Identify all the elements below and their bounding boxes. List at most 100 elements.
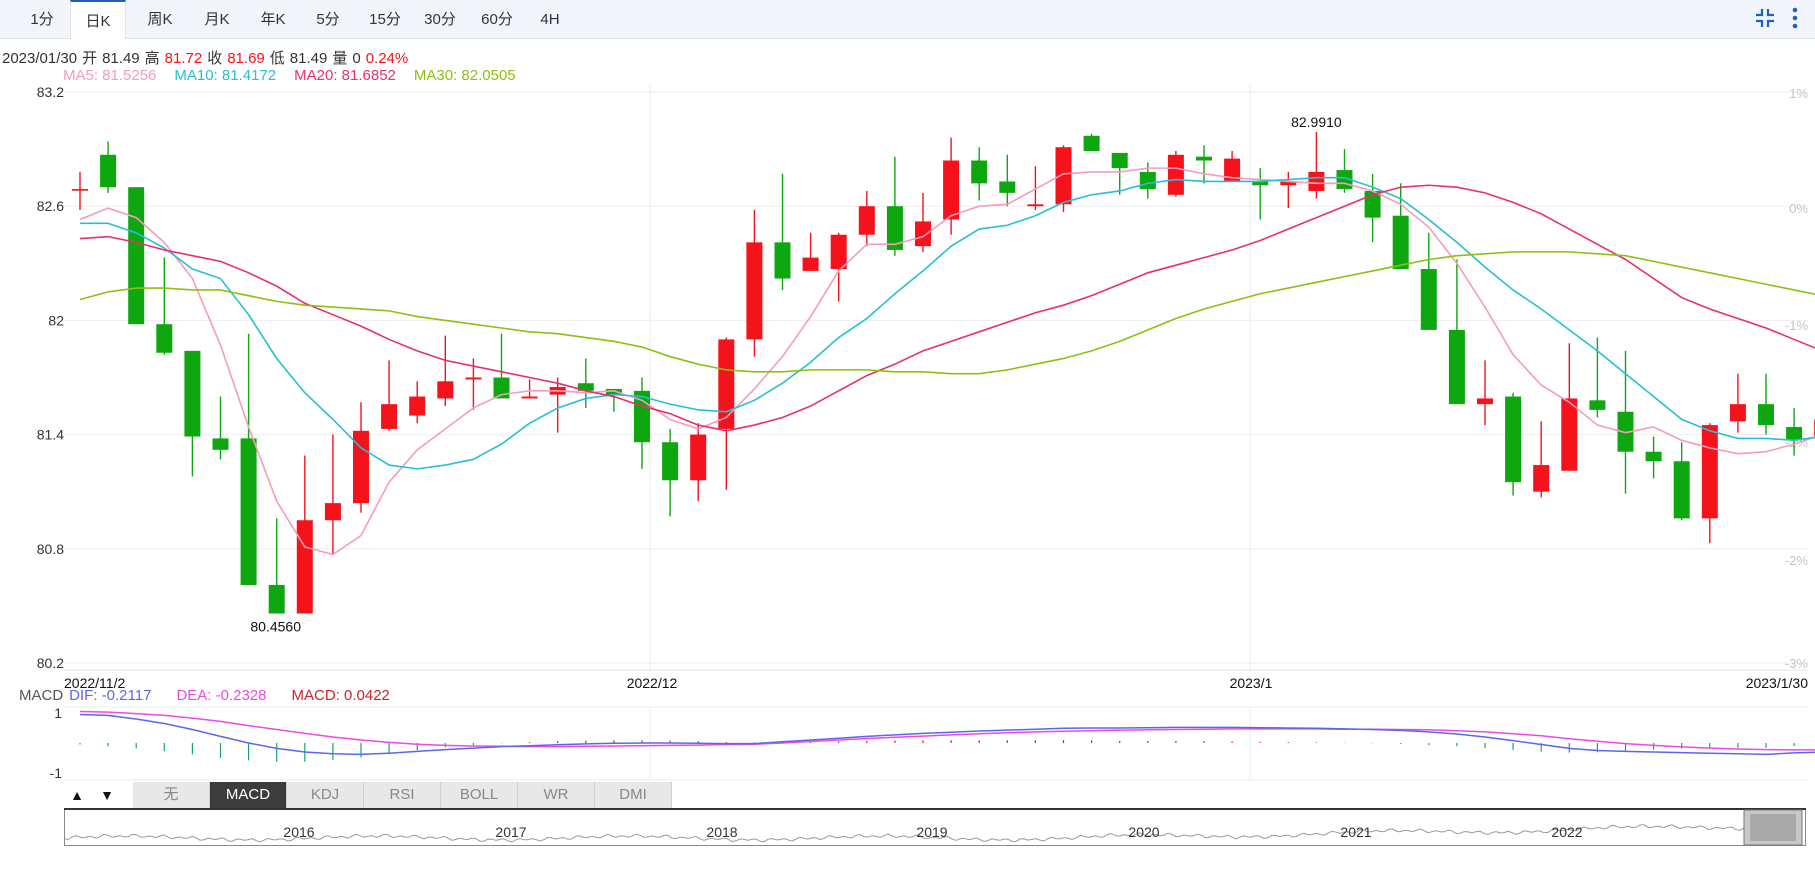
candle-body [1420,269,1437,330]
indicator-tab-boll[interactable]: BOLL [441,782,518,808]
info-open-label: 开 [82,50,98,67]
candle-body [1505,396,1522,483]
indicator-tab-无[interactable]: 无 [133,782,210,808]
macd-label: MACD [19,687,64,704]
high-annotation: 82.9910 [1291,114,1342,130]
navigator-year-label: 2020 [1128,824,1159,840]
candle-body [915,221,931,247]
candle-body [718,339,735,429]
tab-8[interactable]: 60分 [481,11,513,28]
candle-body [1083,135,1100,152]
indicator-up-button[interactable]: ▲ [70,787,84,803]
candle-body [353,430,369,504]
pct-tick-label: -3% [1785,656,1809,671]
tab-5[interactable]: 5分 [316,11,340,28]
y-tick-label: 80.8 [37,541,64,557]
y-tick-label: 81.4 [37,427,64,443]
navigator-year-label: 2016 [283,824,314,840]
navigator-year-label: 2021 [1340,824,1371,840]
pct-tick-label: -2% [1785,553,1809,568]
tab-9[interactable]: 4H [540,11,560,28]
info-open: 81.49 [102,50,140,67]
indicator-tab-kdj[interactable]: KDJ [287,782,364,808]
dea-legend: DEA: -0.2328 [176,687,267,704]
indicator-tab-dmi[interactable]: DMI [595,782,672,808]
navigator-year-label: 2022 [1551,824,1582,840]
candle-body [662,442,679,481]
navigator-frame [64,808,1806,846]
candle-body [1729,404,1746,422]
pct-tick-label: 0% [1789,201,1808,216]
y-tick-label: 83.2 [37,84,64,100]
candle-body [577,383,594,391]
macd-legend: MACD DIF: -0.2117 DEA: -0.2328 MACD: 0.0422 [19,687,415,704]
indicator-tab-wr[interactable]: WR [518,782,595,808]
candle-body [1392,215,1409,270]
pct-tick-label: -1% [1785,318,1809,333]
x-tick-label: 2023/1/30 [1746,675,1808,690]
candle-body [72,189,88,191]
candle-body [521,396,538,399]
candle-body [1645,451,1662,462]
tab-1[interactable]: 日K [70,0,126,39]
low-annotation: 80.4560 [250,619,301,635]
navigator-year-label: 2019 [916,824,947,840]
tab-0[interactable]: 1分 [30,11,54,28]
candle-body [1758,404,1774,426]
tab-7[interactable]: 30分 [424,11,456,28]
candle-body [1364,190,1381,218]
candle-body [1111,152,1128,169]
info-high-label: 高 [144,50,160,67]
candle-body [1167,154,1184,195]
candle-body [1477,398,1493,405]
candle-body [1055,147,1072,205]
macd-y-tick: 1 [54,705,62,721]
tab-6[interactable]: 15分 [369,11,401,28]
candle-body [1196,156,1212,161]
candle-body [184,350,201,437]
more-vertical-icon[interactable] [1790,6,1800,30]
candle-body [128,187,145,325]
price-chart[interactable]: 83.282.68281.480.880.21%0%-1%-2%-2%-3%82… [0,80,1815,690]
info-close-label: 收 [207,50,223,67]
ma-legend: MA5: 81.5256 MA10: 81.4172 MA20: 81.6852 MA… [63,67,534,84]
candle-body [690,434,707,481]
info-low-label: 低 [269,50,285,67]
y-tick-label: 82 [48,312,64,328]
dif-legend: DIF: -0.2117 [69,687,152,704]
candle-body [1448,329,1465,405]
range-navigator[interactable]: 2016 2017 2018 2019 2020 2021 2022 [64,808,1806,848]
candle-body [100,154,117,188]
navigator-year-label: 2018 [706,824,737,840]
candle-body [971,160,988,184]
compress-icon[interactable] [1754,7,1776,29]
ma5-legend: MA5: 81.5256 [63,67,157,84]
ohlc-info-bar: 2023/01/30 开 81.49 高 81.72 收 81.69 低 81.49 量 0 0.24… [2,47,413,68]
x-tick-label: 2022/12 [627,675,678,690]
y-tick-label: 82.6 [37,198,64,214]
dea-line [79,710,1815,751]
candle-body [858,206,875,235]
candle-body [437,381,454,399]
info-volume-label: 量 [332,50,348,67]
x-tick-label: 2023/1 [1230,675,1273,690]
macd-chart[interactable]: 1 -1 [0,702,1815,782]
candle-body [1561,398,1578,471]
candle-body [1308,171,1325,191]
tab-2[interactable]: 周K [147,11,173,28]
indicator-tab-rsi[interactable]: RSI [364,782,441,808]
tab-3[interactable]: 月K [204,11,230,28]
candle-body [1786,426,1803,441]
info-high: 81.72 [164,50,203,67]
info-change: 0.24% [365,50,409,67]
info-close: 81.69 [227,50,265,67]
tab-4[interactable]: 年K [260,11,286,28]
candle-body [802,257,819,271]
candle-body [605,388,622,395]
info-date: 2023/01/30 [2,50,78,67]
candle-body [1617,411,1634,452]
indicator-tab-macd[interactable]: MACD [210,782,287,808]
navigator-year-label: 2017 [495,824,526,840]
info-volume: 0 [352,50,361,67]
indicator-down-button[interactable]: ▼ [100,787,114,803]
